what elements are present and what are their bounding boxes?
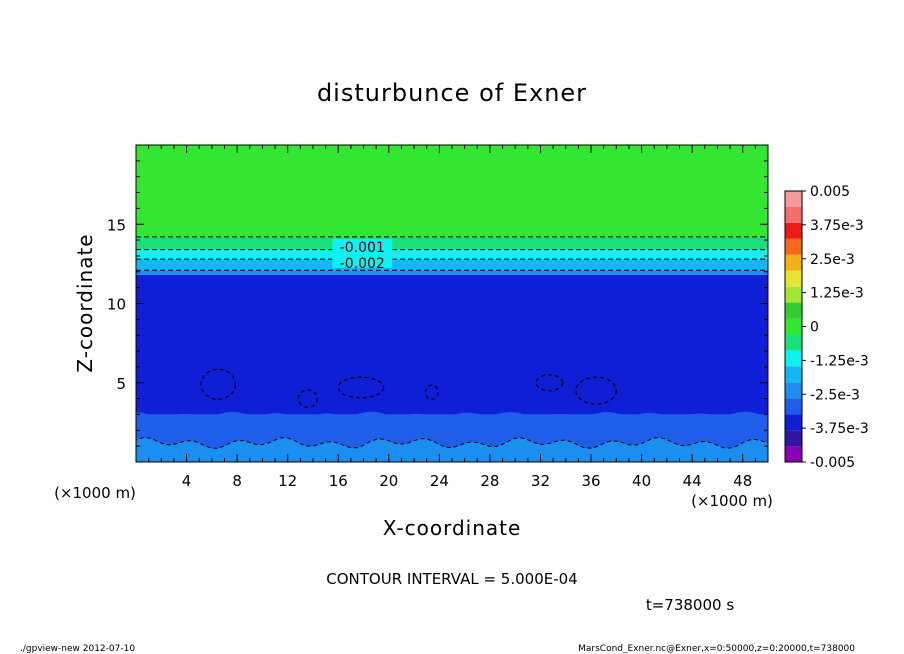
colorbar-swatch bbox=[785, 366, 802, 383]
colorbar-swatch bbox=[785, 222, 802, 239]
colorbar-swatch bbox=[785, 286, 802, 303]
x-tick-label: 44 bbox=[683, 472, 702, 490]
x-unit-label-left: (×1000 m) bbox=[54, 484, 136, 502]
low-pressure-cell-3 bbox=[424, 384, 439, 400]
footer-program-date: ./gpview-new 2012-07-10 bbox=[20, 644, 135, 654]
colorbar-label: -2.5e-3 bbox=[810, 387, 860, 403]
y-axis-ticks: 5 10 15 bbox=[107, 144, 768, 463]
contour-band-bottom-wave bbox=[136, 437, 768, 462]
colorbar-swatch bbox=[785, 238, 802, 255]
x-tick-label: 28 bbox=[480, 472, 499, 490]
chart-title: disturbunce of Exner bbox=[317, 79, 587, 107]
low-pressure-cell-4 bbox=[535, 374, 564, 392]
low-pressure-cell-2 bbox=[337, 376, 385, 399]
contour-band-0 bbox=[136, 145, 768, 237]
colorbar-label: 3.75e-3 bbox=[810, 218, 864, 234]
x-tick-label: 32 bbox=[531, 472, 550, 490]
time-stamp: t=738000 s bbox=[646, 596, 734, 614]
x-tick-label: 48 bbox=[733, 472, 752, 490]
y-tick-label: 5 bbox=[116, 375, 126, 393]
low-pressure-cell-5 bbox=[575, 376, 617, 405]
colorbar-swatch bbox=[785, 302, 802, 319]
contour-band-1 bbox=[136, 236, 768, 250]
contour-label-0: -0.001 bbox=[340, 240, 385, 256]
low-pressure-cell-0 bbox=[200, 368, 236, 400]
x-axis-label: X-coordinate bbox=[383, 516, 522, 540]
colorbar-swatch bbox=[785, 414, 802, 431]
contour-label-1: -0.002 bbox=[340, 256, 385, 272]
colorbar-label: 0.005 bbox=[810, 184, 850, 200]
x-tick-label: 20 bbox=[379, 472, 398, 490]
colorbar-swatch bbox=[785, 398, 802, 415]
colorbar-label: -0.005 bbox=[810, 455, 855, 471]
colorbar-swatch bbox=[785, 191, 802, 207]
x-axis-ticks: 4 8 12 16 20 24 28 32 36 40 44 48 bbox=[135, 145, 769, 490]
colorbar-swatch bbox=[785, 430, 802, 447]
x-tick-label: 4 bbox=[182, 472, 192, 490]
colorbar-swatch bbox=[785, 334, 802, 351]
x-unit-label-right: (×1000 m) bbox=[691, 492, 773, 510]
x-tick-label: 36 bbox=[581, 472, 600, 490]
x-tick-label: 12 bbox=[278, 472, 297, 490]
plot-area: -0.001-0.002 bbox=[135, 144, 769, 463]
contour-band-5 bbox=[136, 274, 768, 415]
colorbar-swatch bbox=[785, 254, 802, 271]
colorbar: 0.005 3.75e-3 2.5e-3 1.25e-3 0 -1.25e-3 -2.5e-… bbox=[784, 184, 869, 471]
contour-label-bg-1 bbox=[332, 254, 393, 268]
colorbar-label: -3.75e-3 bbox=[810, 421, 869, 437]
contour-band-2 bbox=[136, 249, 768, 260]
colorbar-swatch bbox=[785, 350, 802, 367]
x-tick-label: 8 bbox=[232, 472, 242, 490]
y-axis-label: Z-coordinate bbox=[73, 233, 97, 372]
colorbar-swatch bbox=[785, 206, 802, 223]
contour-interval-note: CONTOUR INTERVAL = 5.000E-04 bbox=[326, 570, 577, 588]
footer-source-info: MarsCond_Exner.nc@Exner,x=0:50000,z=0:20… bbox=[578, 644, 855, 654]
colorbar-label: -1.25e-3 bbox=[810, 353, 869, 369]
contour-label-bg-0 bbox=[332, 239, 393, 253]
x-tick-label: 16 bbox=[329, 472, 348, 490]
colorbar-swatch bbox=[785, 270, 802, 287]
colorbar-swatch bbox=[785, 318, 802, 335]
y-tick-label: 10 bbox=[107, 296, 126, 314]
colorbar-label: 0 bbox=[810, 320, 819, 336]
colorbar-label: 1.25e-3 bbox=[810, 286, 864, 302]
x-tick-label: 24 bbox=[430, 472, 449, 490]
contour-band-4 bbox=[136, 270, 768, 275]
contour-band-3 bbox=[136, 259, 768, 271]
colorbar-swatch bbox=[785, 446, 802, 462]
low-pressure-cell-1 bbox=[297, 389, 318, 408]
contour-line-bottom bbox=[136, 437, 768, 449]
colorbar-swatch bbox=[785, 382, 802, 399]
colorbar-label: 2.5e-3 bbox=[810, 252, 855, 268]
x-tick-label: 40 bbox=[632, 472, 651, 490]
y-tick-label: 15 bbox=[107, 216, 126, 234]
